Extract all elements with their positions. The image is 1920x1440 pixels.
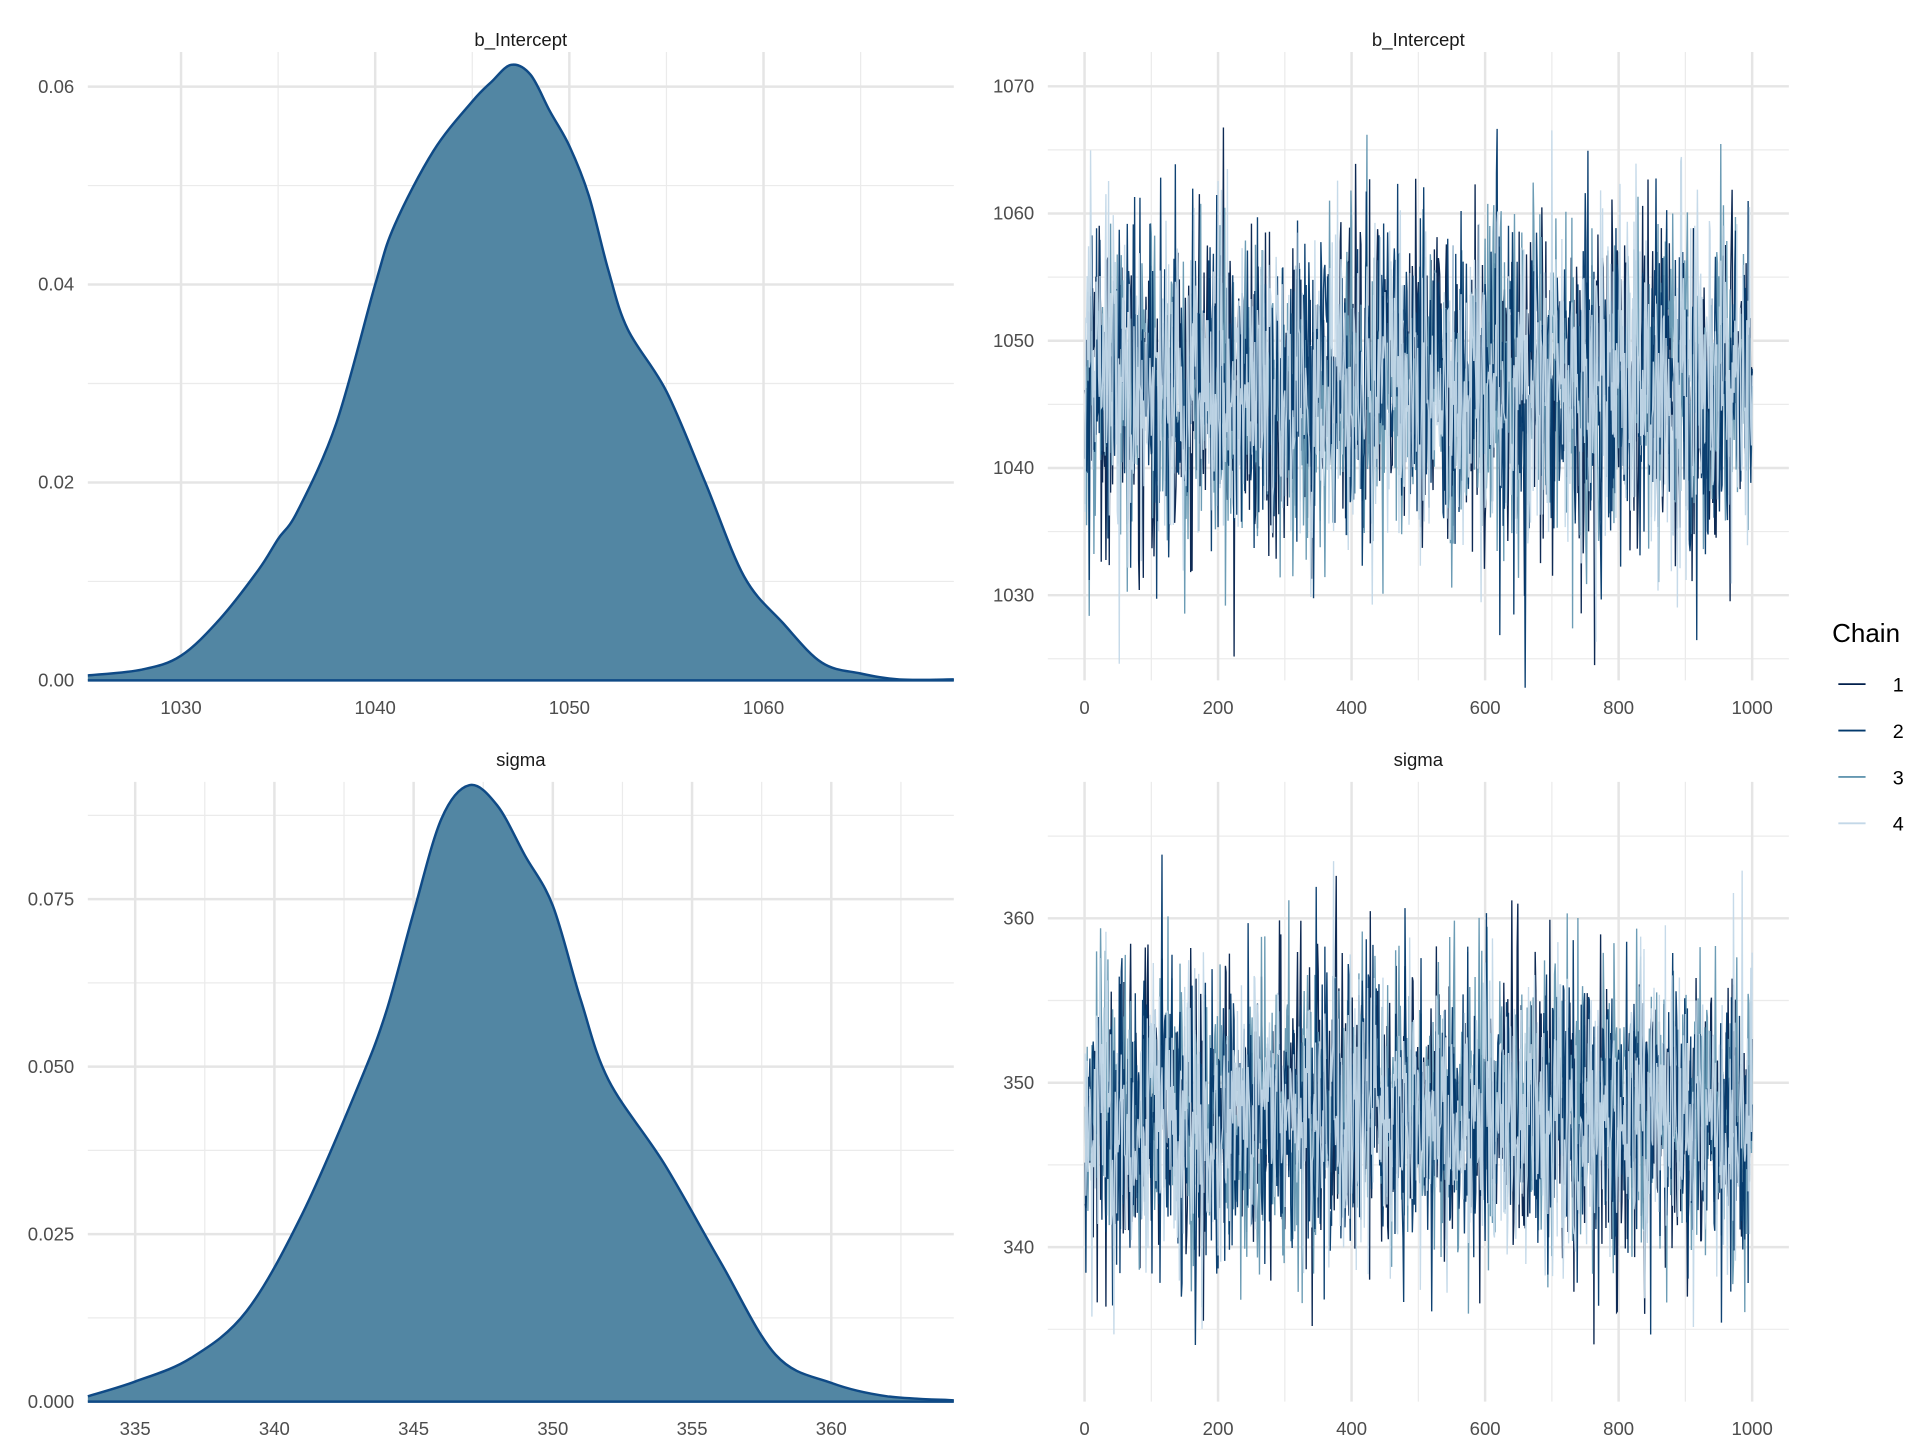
x-tick-label: 360	[816, 1418, 847, 1439]
legend-title: Chain	[1832, 618, 1900, 648]
x-tick-label: 355	[677, 1418, 708, 1439]
x-tick-label: 350	[537, 1418, 568, 1439]
density-panel-b-intercept: 1030 1040 1050 1060 0.00 0.02 0.04 0.06 b_Interc…	[38, 29, 954, 718]
legend-label-chain-4: 4	[1893, 814, 1904, 836]
x-tick-label: 400	[1336, 697, 1367, 718]
x-tick-label: 1060	[743, 697, 784, 718]
x-tick-label: 345	[398, 1418, 429, 1439]
x-tick-label: 1050	[549, 697, 590, 718]
y-tick-label: 0.075	[28, 888, 74, 909]
x-tick-label: 1000	[1732, 1418, 1773, 1439]
legend-label-chain-1: 1	[1893, 675, 1904, 697]
trace-chain-4	[1084, 861, 1753, 1335]
x-tick-label: 600	[1470, 697, 1501, 718]
y-tick-label: 350	[1003, 1072, 1034, 1093]
density-line	[87, 63, 954, 682]
x-tick-label: 600	[1470, 1418, 1501, 1439]
x-tick-label: 340	[259, 1418, 290, 1439]
trace-panel-sigma: 0 200 400 600 800 1000 340 350 360 sigma	[1003, 749, 1789, 1439]
x-tick-label: 0	[1079, 697, 1089, 718]
y-tick-label: 1070	[993, 75, 1034, 96]
x-tick-label: 1000	[1732, 697, 1773, 718]
x-tick-label: 1040	[355, 697, 396, 718]
x-tick-label: 800	[1603, 1418, 1634, 1439]
y-tick-label: 1040	[993, 457, 1034, 478]
chain-legend: Chain 1 2 3 4	[1832, 618, 1904, 836]
y-tick-label: 0.025	[28, 1223, 74, 1244]
y-tick-label: 1060	[993, 203, 1034, 224]
x-tick-label: 200	[1203, 697, 1234, 718]
panel-title: sigma	[496, 749, 546, 770]
x-tick-label: 400	[1336, 1418, 1367, 1439]
x-tick-label: 200	[1203, 1418, 1234, 1439]
legend-label-chain-2: 2	[1893, 721, 1904, 743]
y-tick-label: 0.04	[38, 274, 74, 295]
density-panel-sigma: 335 340 345 350 355 360 0.000 0.025 0.050 0.075 si…	[28, 749, 954, 1439]
y-tick-label: 1030	[993, 584, 1034, 605]
y-tick-label: 0.000	[28, 1391, 74, 1412]
y-tick-label: 0.050	[28, 1056, 74, 1077]
density-line	[87, 783, 954, 1402]
y-tick-label: 1050	[993, 330, 1034, 351]
density-area	[87, 784, 954, 1402]
legend-label-chain-3: 3	[1893, 767, 1904, 789]
density-area	[87, 64, 954, 681]
trace-chain-4	[1084, 130, 1753, 664]
panel-title: sigma	[1394, 749, 1444, 770]
x-tick-label: 0	[1079, 1418, 1089, 1439]
trace-panel-b-intercept: 0 200 400 600 800 1000 1030 1040 1050 1060 1070 b_I…	[993, 29, 1789, 718]
y-tick-label: 340	[1003, 1236, 1034, 1257]
panel-title: b_Intercept	[1372, 29, 1466, 51]
x-tick-label: 1030	[160, 697, 201, 718]
y-tick-label: 0.00	[38, 670, 74, 691]
y-tick-label: 0.06	[38, 76, 74, 97]
x-tick-label: 335	[120, 1418, 151, 1439]
panel-title: b_Intercept	[474, 29, 568, 51]
y-tick-label: 0.02	[38, 472, 74, 493]
x-tick-label: 800	[1603, 697, 1634, 718]
y-tick-label: 360	[1003, 907, 1034, 928]
